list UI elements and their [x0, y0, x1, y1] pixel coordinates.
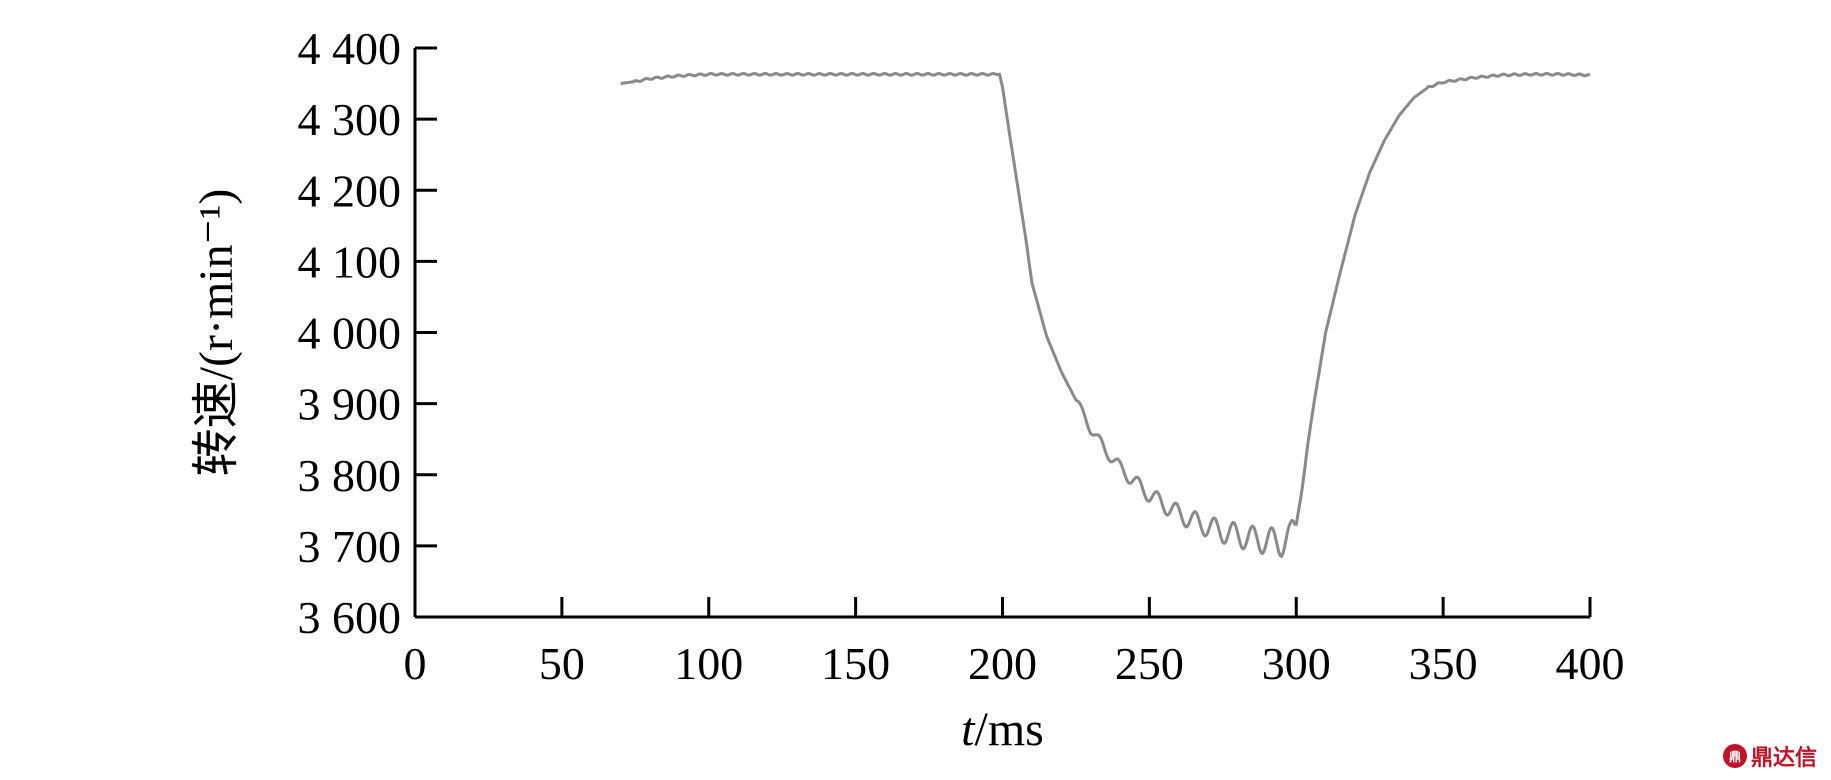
x-tick-label: 250 [1115, 638, 1184, 689]
x-tick-label: 0 [404, 638, 427, 689]
y-tick-label: 3 900 [298, 379, 402, 430]
x-tick-label: 50 [539, 638, 585, 689]
x-axis-title-unit: /ms [974, 703, 1043, 756]
y-tick-label: 4 000 [298, 308, 402, 359]
y-tick-label: 4 100 [298, 236, 402, 287]
watermark: 鼎 鼎达信 [1722, 740, 1817, 772]
x-axis-ticks: 0 50 100 150 200 250 300 350 400 [404, 597, 1625, 689]
x-tick-label: 150 [821, 638, 890, 689]
x-tick-label: 200 [968, 638, 1037, 689]
y-axis-title: 转速/(r·min⁻¹) [190, 189, 243, 477]
watermark-text: 鼎达信 [1750, 746, 1817, 771]
y-tick-label: 4 200 [298, 165, 402, 216]
y-tick-label: 3 800 [298, 450, 402, 501]
y-tick-label: 4 300 [298, 94, 402, 145]
y-tick-label: 4 400 [298, 23, 402, 74]
x-tick-label: 300 [1262, 638, 1331, 689]
y-tick-label: 3 700 [298, 521, 402, 572]
series-line [620, 72, 1591, 558]
x-axis-title-variable: t [961, 703, 976, 756]
y-axis-ticks: 3 600 3 700 3 800 3 900 4 000 4 100 4 200 4 300… [298, 23, 437, 643]
x-tick-label: 350 [1409, 638, 1478, 689]
y-tick-label: 3 600 [298, 592, 402, 643]
x-tick-label: 100 [674, 638, 743, 689]
x-tick-label: 400 [1556, 638, 1625, 689]
x-axis-title: t/ms [961, 703, 1044, 756]
watermark-logo-icon: 鼎 [1722, 744, 1747, 768]
